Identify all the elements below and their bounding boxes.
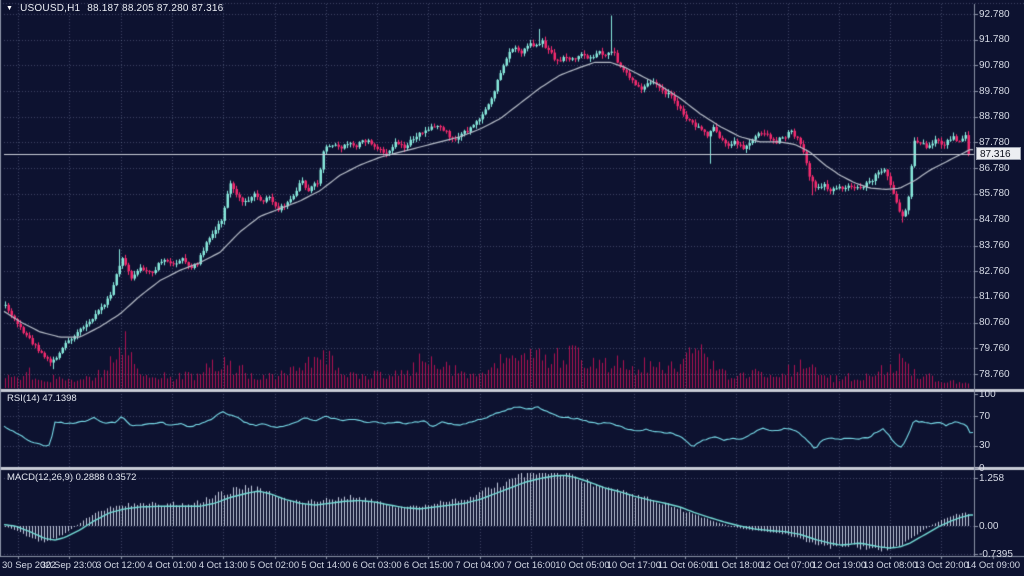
chart-header: ▼ USOUSD,H1 88.187 88.205 87.280 87.316 — [6, 3, 223, 14]
time-axis-label: 5 Oct 02:00 — [250, 560, 300, 571]
time-axis-label: 11 Oct 18:00 — [709, 560, 763, 571]
time-axis-label: 11 Oct 06:00 — [657, 560, 712, 571]
time-axis-label: 7 Oct 04:00 — [455, 560, 505, 571]
price-axis-label: 86.780 — [979, 162, 1010, 174]
price-axis-label: 81.760 — [979, 291, 1010, 303]
symbol-dropdown-icon[interactable]: ▼ — [6, 4, 14, 12]
time-axis-label: 4 Oct 13:00 — [198, 560, 248, 571]
price-axis-label: 91.780 — [979, 34, 1010, 46]
price-axis-label: 78.760 — [979, 368, 1010, 380]
price-axis-label: 80.760 — [979, 317, 1010, 329]
rsi-axis-label: 30 — [979, 440, 991, 452]
time-axis-label: 30 Sep 23:00 — [40, 560, 98, 571]
rsi-axis-label: 70 — [979, 410, 991, 422]
rsi-indicator-label: RSI(14) 47.1398 — [7, 393, 77, 404]
price-axis-label: 89.780 — [979, 85, 1010, 97]
price-axis-label: 82.760 — [979, 265, 1010, 277]
macd-axis-label: 1.258 — [979, 472, 1005, 484]
price-axis-label: 87.780 — [979, 136, 1010, 148]
time-axis-label: 14 Oct 09:00 — [965, 560, 1021, 571]
price-axis-label: 85.780 — [979, 188, 1010, 200]
macd-axis-label: -0.7395 — [979, 548, 1013, 560]
price-axis-label: 79.760 — [979, 342, 1010, 354]
time-axis-label: 6 Oct 03:00 — [352, 560, 402, 571]
time-axis-label: 3 Oct 12:00 — [96, 560, 146, 571]
ohlc-values: 88.187 88.205 87.280 87.316 — [87, 3, 224, 14]
price-axis-label: 83.760 — [979, 240, 1010, 252]
rsi-axis-label: 0 — [979, 462, 985, 474]
time-axis-label: 7 Oct 16:00 — [506, 560, 556, 571]
time-axis-label: 30 Sep 2022 — [2, 560, 56, 571]
time-axis-label: 10 Oct 05:00 — [555, 560, 610, 571]
time-axis-label: 4 Oct 01:00 — [147, 560, 197, 571]
time-axis-label: 12 Oct 07:00 — [760, 560, 815, 571]
symbol-timeframe-label: USOUSD,H1 — [20, 3, 81, 14]
time-axis-label: 10 Oct 17:00 — [606, 560, 661, 571]
price-axis-label: 90.780 — [979, 59, 1010, 71]
time-axis-label: 13 Oct 20:00 — [914, 560, 969, 571]
macd-indicator-label: MACD(12,26,9) 0.2888 0.3572 — [7, 472, 137, 483]
rsi-axis-label: 100 — [979, 388, 996, 400]
current-price-tag: 87.316 — [976, 147, 1021, 161]
time-axis-label: 6 Oct 15:00 — [403, 560, 454, 571]
price-axis-label: 92.780 — [979, 8, 1010, 20]
macd-axis-label: 0.00 — [979, 520, 999, 532]
time-axis-label: 5 Oct 14:00 — [301, 560, 351, 571]
time-axis-label: 13 Oct 08:00 — [863, 560, 918, 571]
price-axis-label: 88.780 — [979, 111, 1010, 123]
time-axis-label: 12 Oct 19:00 — [811, 560, 867, 571]
price-axis-label: 84.780 — [979, 213, 1010, 225]
